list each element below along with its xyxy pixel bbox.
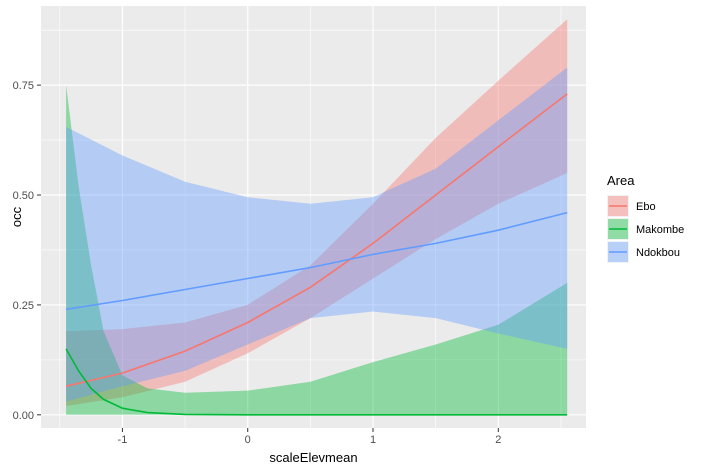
confidence-ribbons [66,19,568,415]
legend-label-makombe: Makombe [636,224,684,236]
legend-title: Area [607,173,635,188]
y-tick-label: 0.25 [13,300,34,312]
x-tick-label: 0 [245,434,251,446]
y-axis: 0.00 0.25 0.50 0.75 [13,80,41,422]
y-tick-label: 0.75 [13,80,34,92]
y-tick-label: 0.00 [13,410,34,422]
x-tick-label: 2 [495,434,501,446]
legend-label-ndokbou: Ndokbou [636,247,680,259]
legend: Area Ebo Makombe Ndokbou [607,173,684,263]
fit-lines [65,93,568,416]
ribbon-makombe [66,85,568,415]
x-axis-title: scaleElevmean [269,450,357,465]
y-axis-title: occ [9,206,24,227]
y-tick-label: 0.50 [13,190,34,202]
x-tick-label: -1 [118,434,128,446]
legend-label-ebo: Ebo [636,201,656,213]
x-axis: -1 0 1 2 [118,428,501,446]
ribbon-ndokbou [66,67,568,402]
line-ebo [65,93,568,387]
x-tick-label: 1 [370,434,376,446]
line-ndokbou [65,211,568,311]
ribbon-ebo [66,19,568,406]
line-makombe [65,348,568,416]
grid-minor [41,6,586,428]
panel-background [41,6,586,428]
